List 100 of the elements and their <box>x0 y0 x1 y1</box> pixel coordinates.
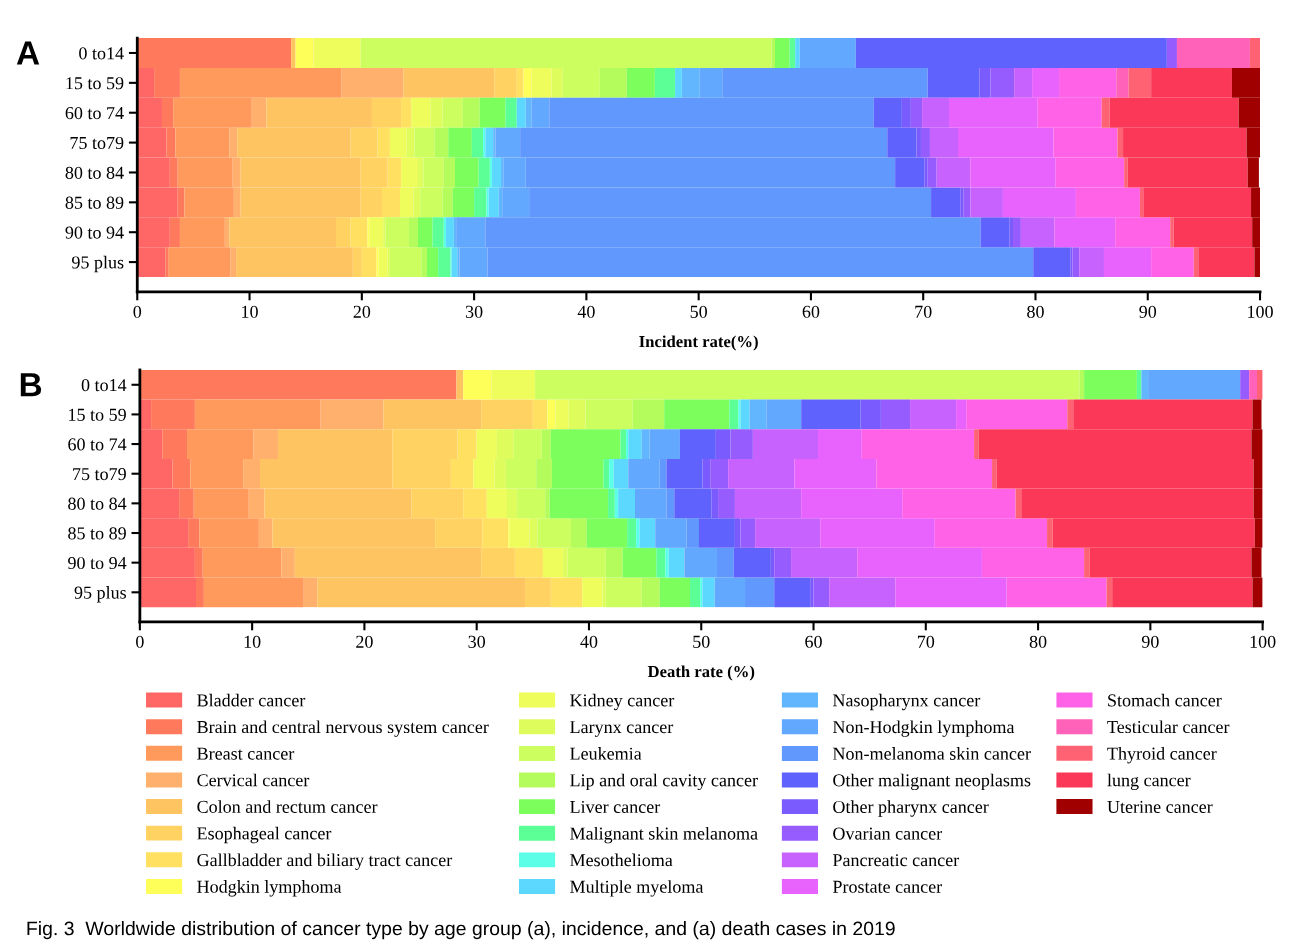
bar <box>529 518 538 548</box>
bar <box>639 518 656 548</box>
bar <box>730 429 753 459</box>
bar <box>531 97 550 128</box>
y-tick-label: 60 to 74 <box>65 106 124 120</box>
bar <box>509 518 530 548</box>
legend-label: Testicular cancer <box>1107 720 1230 734</box>
bar <box>568 399 586 430</box>
bar <box>1014 67 1033 98</box>
y-tick-label: 95 plus <box>71 255 124 273</box>
bar <box>481 399 533 430</box>
y-tick-label: 0 to14 <box>79 47 124 60</box>
x-tick-label: 90 <box>1139 305 1157 318</box>
bar <box>224 217 230 248</box>
bar <box>491 369 536 400</box>
legend-label: Brain and central nervous system cancer <box>197 720 489 737</box>
bar <box>442 97 463 128</box>
bar <box>443 217 447 248</box>
bar <box>702 458 711 489</box>
bar <box>571 518 587 548</box>
bar <box>336 217 351 248</box>
y-tick-label: 90 to 94 <box>65 226 124 239</box>
bar <box>251 97 267 128</box>
bar <box>605 547 623 578</box>
y-tick-label: 75 to79 <box>70 136 124 150</box>
x-tick-label: 30 <box>465 305 483 318</box>
bar <box>320 399 384 430</box>
bar <box>1070 247 1073 278</box>
legend-label: Non-Hodgkin lymphoma <box>832 720 1015 737</box>
bar <box>1176 38 1250 68</box>
bar <box>532 399 548 430</box>
legend-label: Nasopharynx cancer <box>832 693 981 711</box>
x-tick-label: 40 <box>580 635 598 648</box>
x-axis-title: Incident rate(%) <box>639 335 758 351</box>
y-tick-label: 85 to 89 <box>65 196 124 209</box>
legend-label: Mesothelioma <box>570 853 673 867</box>
bar <box>493 127 496 158</box>
legend-label: Kidney cancer <box>570 693 675 711</box>
bar <box>230 247 237 278</box>
bar <box>1148 369 1241 400</box>
x-tick-label: 10 <box>244 635 261 648</box>
bar <box>303 577 318 608</box>
x-tick-label: 50 <box>690 305 707 318</box>
bar <box>376 247 379 278</box>
bar <box>1124 157 1128 188</box>
bar <box>641 429 650 459</box>
bar <box>295 38 314 68</box>
x-tick-label: 80 <box>1027 305 1044 318</box>
x-tick-label: 60 <box>805 635 822 648</box>
bar <box>1116 67 1129 98</box>
bar <box>1079 369 1085 400</box>
bar <box>963 187 971 218</box>
bar <box>795 38 800 68</box>
legend-label: Liver cancer <box>570 800 661 814</box>
bar <box>1249 38 1261 68</box>
bar <box>313 38 361 68</box>
legend-label: Uterine cancer <box>1107 800 1213 813</box>
bar <box>367 217 370 248</box>
x-axis-title: Death rate (%) <box>647 665 755 681</box>
caption: Fig. 3 Worldwide distribution of cancer type by age group (a), incidence, and (a) death cases in 2019 <box>27 921 895 940</box>
bar <box>711 488 719 519</box>
bar <box>1072 247 1080 278</box>
bar <box>810 577 814 608</box>
bar <box>659 577 691 608</box>
x-tick-label: 20 <box>356 635 373 648</box>
bar <box>880 399 911 430</box>
bar <box>675 67 682 98</box>
bar <box>620 429 627 459</box>
y-tick-label: 80 to 84 <box>68 497 127 510</box>
legend-label: Ovarian cancer <box>833 827 943 840</box>
bar <box>483 127 486 158</box>
bar <box>609 458 614 489</box>
legend-label: Multiple myeloma <box>570 880 704 897</box>
y-tick-label: 95 plus <box>74 586 127 603</box>
legend-label: Bladder cancer <box>197 693 306 707</box>
bar <box>740 518 756 548</box>
bar <box>813 577 830 608</box>
x-tick-label: 30 <box>468 635 486 648</box>
bar <box>352 247 362 278</box>
bar <box>960 187 964 218</box>
x-tick-label: 90 <box>1141 635 1159 648</box>
legend-label: Hodgkin lymphoma <box>197 880 342 897</box>
bar <box>702 577 715 608</box>
y-tick-label: 75 to79 <box>73 468 126 481</box>
legend-label: Malignant skin melanoma <box>570 826 758 844</box>
legend-label: Non-melanoma skin cancer <box>832 747 1031 760</box>
legend-label: Larynx cancer <box>570 721 674 737</box>
bar <box>542 547 564 578</box>
bar <box>956 399 967 430</box>
x-tick-label: 70 <box>917 635 935 648</box>
bar <box>403 67 495 98</box>
bar <box>664 399 730 430</box>
bar <box>599 67 627 98</box>
bar <box>1117 127 1124 158</box>
legend-label: Prostate cancer <box>832 880 943 893</box>
bar <box>421 247 427 278</box>
bar <box>801 399 861 430</box>
bar <box>1084 369 1137 400</box>
bar <box>1170 217 1174 248</box>
bar <box>774 547 792 578</box>
